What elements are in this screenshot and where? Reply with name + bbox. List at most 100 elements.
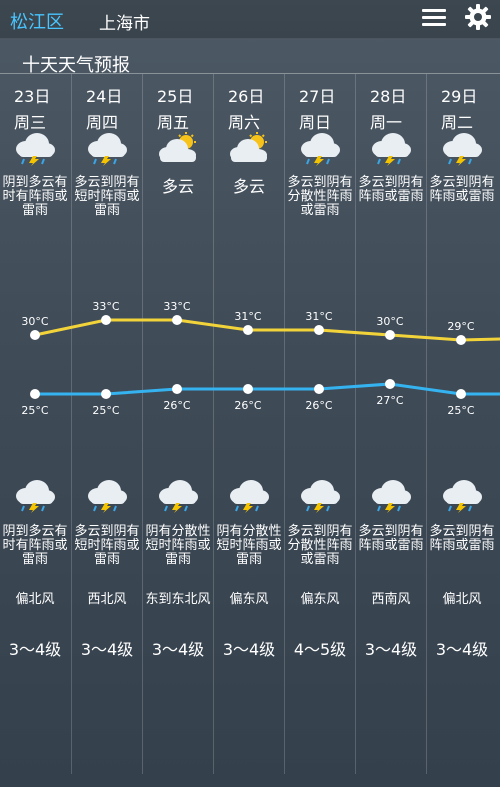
wind-direction: 偏东风	[229, 592, 269, 607]
district-selector[interactable]: 松江区	[10, 12, 64, 33]
high-temp-point	[456, 335, 466, 345]
day-date: 23日	[14, 87, 51, 106]
low-temp-point	[456, 389, 466, 399]
high-temp-label: 29°C	[447, 320, 474, 333]
high-temp-point	[101, 315, 111, 325]
wind-direction: 偏北风	[15, 592, 55, 607]
day-weekday: 周三	[14, 113, 47, 132]
section-title: 十天天气预报	[22, 55, 130, 76]
thunderstorm-cloud-icon	[85, 132, 129, 166]
day-weekday: 周日	[299, 113, 332, 132]
thunderstorm-cloud-icon	[440, 479, 484, 513]
wind-level: 3～4级	[435, 640, 489, 659]
high-temp-label: 30°C	[21, 315, 48, 328]
day-date: 24日	[86, 87, 123, 106]
day-weather-description: 多云到阴有阵雨或雷雨	[429, 175, 495, 204]
thunderstorm-cloud-icon	[369, 132, 413, 166]
low-temp-label: 26°C	[163, 399, 190, 412]
day-date: 25日	[157, 87, 194, 106]
high-temp-label: 31°C	[305, 310, 332, 323]
day-date: 26日	[228, 87, 265, 106]
night-weather-description: 多云到阴有阵雨或雷雨	[429, 524, 495, 553]
day-weather-description: 多云	[161, 177, 194, 196]
low-temp-label: 27°C	[376, 394, 403, 407]
high-temp-point	[243, 325, 253, 335]
wind-direction: 偏东风	[300, 592, 340, 607]
gear-icon[interactable]	[464, 3, 492, 31]
day-weather-description: 多云到阴有分散性阵雨或雷雨	[287, 175, 353, 218]
high-temp-point	[314, 325, 324, 335]
menu-icon[interactable]	[422, 6, 448, 30]
top-bar: 松江区 上海市	[0, 0, 500, 39]
wind-level: 3～4级	[151, 640, 205, 659]
thunderstorm-cloud-icon	[298, 132, 342, 166]
low-temp-label: 25°C	[21, 404, 48, 417]
low-temp-point	[243, 384, 253, 394]
low-temp-point	[172, 384, 182, 394]
day-column: 26日 周六 多云 阴有分散性短时阵雨或雷雨 偏东风 3～4	[213, 74, 284, 774]
day-weekday: 周二	[441, 113, 474, 132]
wind-level: 3～4级	[222, 640, 276, 659]
thunderstorm-cloud-icon	[227, 479, 271, 513]
high-temp-label: 31°C	[234, 310, 261, 323]
wind-level: 3～4级	[364, 640, 418, 659]
wind-level: 4～5级	[293, 640, 347, 659]
night-weather-description: 多云到阴有阵雨或雷雨	[358, 524, 424, 553]
high-temp-line	[34, 318, 500, 342]
low-temp-point	[314, 384, 324, 394]
wind-level: 3～4级	[80, 640, 134, 659]
wind-level: 3～4级	[8, 640, 62, 659]
day-weather-description: 阴到多云有时有阵雨或雷雨	[2, 175, 68, 218]
wind-direction: 西北风	[87, 592, 127, 607]
day-column: 24日 周四 多云到阴有短时阵雨或雷雨 多云到阴有短时阵雨或雷雨 西北风 3～4…	[71, 74, 142, 774]
thunderstorm-cloud-icon	[85, 479, 129, 513]
day-weather-description: 多云到阴有短时阵雨或雷雨	[74, 175, 140, 218]
day-column: 27日 周日 多云到阴有分散性阵雨或雷雨 多云到阴有分散性阵雨或雷雨 偏东风 4…	[284, 74, 355, 774]
thunderstorm-cloud-icon	[298, 479, 342, 513]
day-weekday: 周一	[370, 113, 403, 132]
low-temp-label: 26°C	[234, 399, 261, 412]
wind-direction: 偏北风	[442, 592, 482, 607]
night-weather-description: 阴有分散性短时阵雨或雷雨	[145, 524, 211, 567]
wind-direction: 西南风	[371, 592, 411, 607]
night-weather-description: 阴到多云有时有阵雨或雷雨	[2, 524, 68, 567]
day-date: 29日	[441, 87, 478, 106]
low-temp-label: 25°C	[447, 404, 474, 417]
partly-cloudy-icon	[227, 132, 271, 164]
day-date: 28日	[370, 87, 407, 106]
day-date: 27日	[299, 87, 336, 106]
high-temp-label: 30°C	[376, 315, 403, 328]
low-temp-point	[30, 389, 40, 399]
divider	[0, 73, 500, 74]
day-weather-description: 多云到阴有阵雨或雷雨	[358, 175, 424, 204]
night-weather-description: 阴有分散性短时阵雨或雷雨	[216, 524, 282, 567]
city-name[interactable]: 上海市	[99, 14, 150, 34]
day-weekday: 周四	[86, 113, 119, 132]
temperature-chart: 30°C 25°C 33°C 25°C 33°C 26°C 31°C 26°C 31°C 26°C…	[21, 300, 500, 417]
low-temp-label: 26°C	[305, 399, 332, 412]
thunderstorm-cloud-icon	[369, 479, 413, 513]
high-temp-label: 33°C	[92, 300, 119, 313]
high-temp-point	[172, 315, 182, 325]
thunderstorm-cloud-icon	[13, 479, 57, 513]
low-temp-point	[101, 389, 111, 399]
wind-direction: 东到东北风	[145, 592, 211, 607]
high-temp-label: 33°C	[163, 300, 190, 313]
partly-cloudy-icon	[156, 132, 200, 164]
day-weekday: 周六	[228, 113, 261, 132]
thunderstorm-cloud-icon	[440, 132, 484, 166]
day-column: 28日 周一 多云到阴有阵雨或雷雨 多云到阴有阵雨或雷雨 西南风 3～4级	[355, 74, 426, 774]
day-weather-description: 多云	[232, 177, 265, 196]
night-weather-description: 多云到阴有分散性阵雨或雷雨	[287, 524, 353, 567]
low-temp-line	[35, 382, 500, 396]
day-column: 23日 周三 阴到多云有时有阵雨或雷雨 阴到多云有时有阵雨或雷雨 偏北风 3～4…	[0, 74, 70, 774]
low-temp-point	[385, 379, 395, 389]
day-column: 25日 周五 多云 阴有分散性短时阵雨或雷雨 东到东北风 3	[142, 74, 213, 774]
day-weekday: 周五	[157, 113, 190, 132]
night-weather-description: 多云到阴有短时阵雨或雷雨	[74, 524, 140, 567]
high-temp-point	[385, 330, 395, 340]
low-temp-label: 25°C	[92, 404, 119, 417]
thunderstorm-cloud-icon	[156, 479, 200, 513]
high-temp-point	[30, 330, 40, 340]
thunderstorm-cloud-icon	[13, 132, 57, 166]
